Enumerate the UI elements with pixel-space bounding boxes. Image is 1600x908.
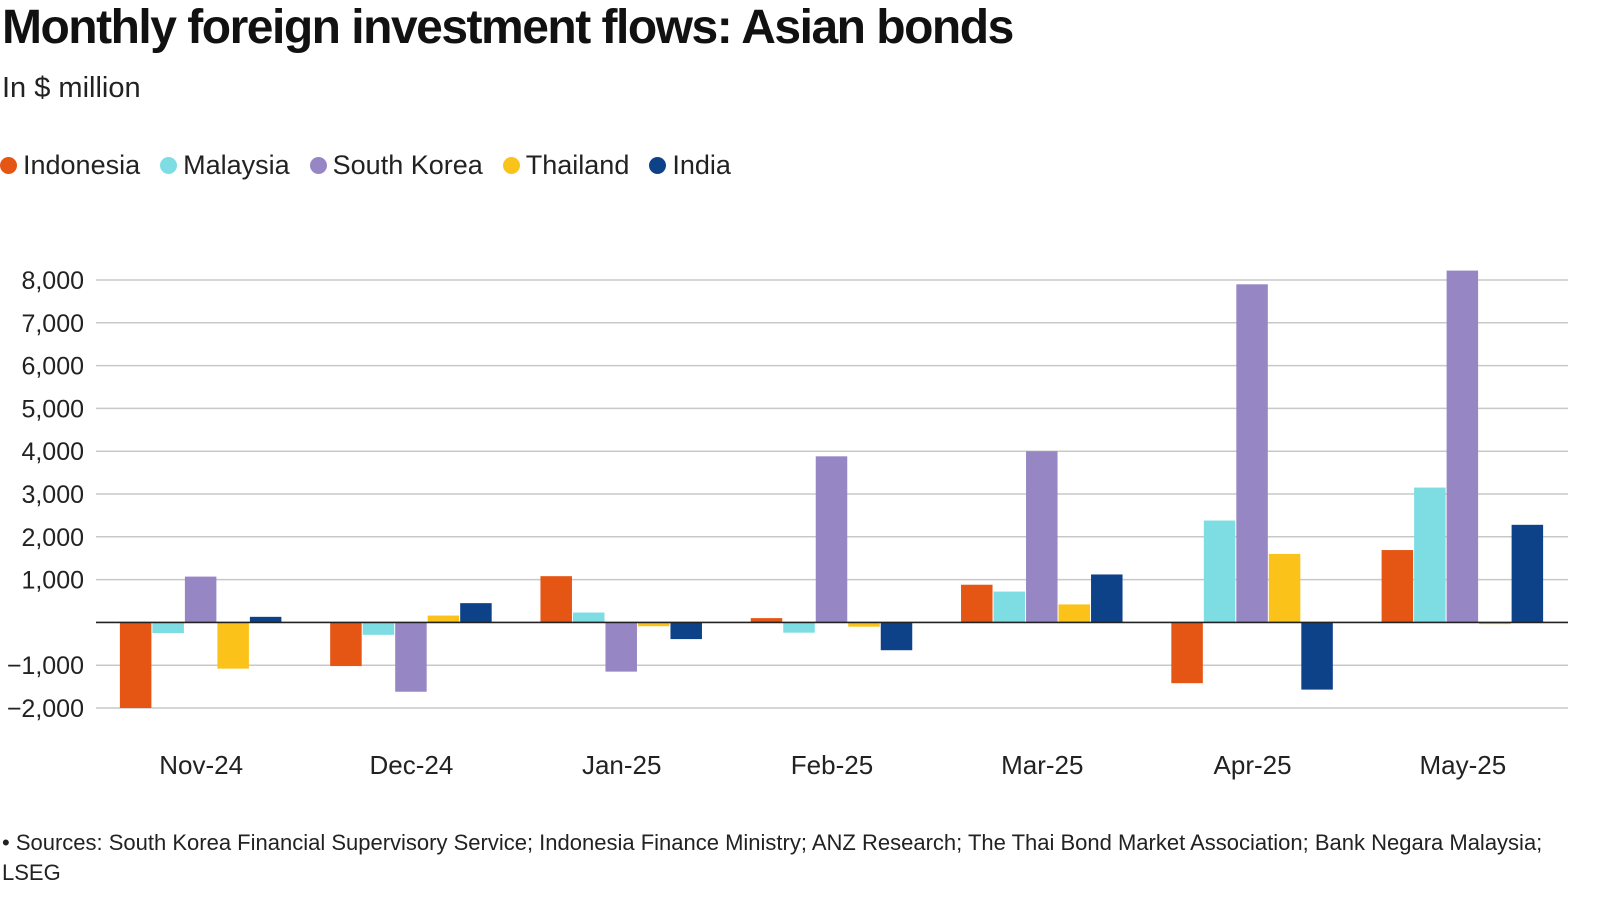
bar-malaysia-dec-24 <box>362 622 395 635</box>
bar-indonesia-feb-25 <box>750 618 783 623</box>
y-tick-label: 4,000 <box>21 438 84 466</box>
y-axis-labels: 8,000 7,000 6,000 5,000 4,000 3,000 2,000 1,000… <box>7 267 84 723</box>
legend-label: Thailand <box>525 150 630 180</box>
bar-thailand-dec-24 <box>427 615 460 623</box>
y-tick-label: 5,000 <box>21 395 84 423</box>
legend-item: Thailand <box>502 150 630 181</box>
bar-india-jan-25 <box>670 622 702 640</box>
bar-malaysia-apr-25 <box>1203 520 1236 623</box>
y-tick-label: 3,000 <box>21 481 84 509</box>
legend-label: Malaysia <box>183 150 290 180</box>
chart-legend: Indonesia Malaysia South Korea Thailand Indi… <box>0 150 751 181</box>
bar-thailand-feb-25 <box>848 622 880 627</box>
bar-indonesia-jan-25 <box>540 576 572 623</box>
legend-item: South Korea <box>309 150 483 181</box>
bar-indonesia-apr-25 <box>1171 622 1203 684</box>
bar-malaysia-jan-25 <box>572 612 605 623</box>
legend-swatch-icon <box>502 157 520 174</box>
bar-south-korea-feb-25 <box>815 456 848 623</box>
bar-india-feb-25 <box>880 622 913 651</box>
y-tick-label: 8,000 <box>21 267 84 295</box>
y-tick-label: 6,000 <box>21 353 84 381</box>
x-axis-labels: Nov-24 Dec-24 Jan-25 Feb-25 Mar-25 Apr-25 May-… <box>159 750 1506 780</box>
bar-south-korea-nov-24 <box>184 576 217 623</box>
bar-indonesia-dec-24 <box>330 622 362 667</box>
bar-south-korea-mar-25 <box>1026 451 1058 623</box>
x-tick-label: Mar-25 <box>1001 750 1083 780</box>
legend-label: Indonesia <box>23 150 141 180</box>
legend-label: India <box>672 150 731 180</box>
bar-south-korea-dec-24 <box>395 622 427 692</box>
legend-item: India <box>649 150 731 181</box>
bar-indonesia-may-25 <box>1381 550 1414 623</box>
bar-south-korea-apr-25 <box>1236 284 1268 623</box>
source-note: • Sources: South Korea Financial Supervi… <box>2 830 1543 885</box>
y-tick-label: −2,000 <box>7 695 84 723</box>
legend-item: Indonesia <box>0 150 140 181</box>
legend-item: Malaysia <box>160 150 290 181</box>
bar-indonesia-nov-24 <box>119 622 152 708</box>
bar-malaysia-may-25 <box>1414 487 1446 623</box>
legend-swatch-icon <box>0 157 17 174</box>
x-tick-label: Feb-25 <box>791 750 873 780</box>
x-tick-label: Nov-24 <box>159 750 243 780</box>
bar-south-korea-jan-25 <box>605 622 637 672</box>
x-tick-label: May-25 <box>1420 750 1507 780</box>
legend-swatch-icon <box>309 157 327 174</box>
grid-lines <box>96 279 1568 709</box>
y-tick-label: −1,000 <box>7 652 84 680</box>
legend-label: South Korea <box>332 150 483 180</box>
bar-chart: 8,000 7,000 6,000 5,000 4,000 3,000 2,000 1,000… <box>7 267 1568 780</box>
bar-south-korea-may-25 <box>1446 270 1479 623</box>
bar-malaysia-nov-24 <box>152 622 184 634</box>
y-tick-label: 7,000 <box>21 310 84 338</box>
bar-india-dec-24 <box>460 603 492 623</box>
bars <box>119 270 1544 708</box>
legend-swatch-icon <box>160 157 178 174</box>
x-tick-label: Jan-25 <box>582 750 662 780</box>
x-tick-label: Apr-25 <box>1214 750 1292 780</box>
bar-thailand-apr-25 <box>1268 553 1301 623</box>
x-tick-label: Dec-24 <box>370 750 454 780</box>
y-tick-label: 2,000 <box>21 524 84 552</box>
bar-india-may-25 <box>1511 524 1544 623</box>
chart-subtitle: In $ million <box>2 72 141 104</box>
bar-indonesia-mar-25 <box>961 584 993 623</box>
bar-malaysia-feb-25 <box>783 622 815 633</box>
bar-malaysia-mar-25 <box>993 591 1026 623</box>
legend-swatch-icon <box>649 157 667 174</box>
bar-india-apr-25 <box>1301 622 1333 690</box>
bar-thailand-nov-24 <box>217 622 249 669</box>
bar-india-mar-25 <box>1091 574 1123 623</box>
y-tick-label: 1,000 <box>21 567 84 595</box>
bar-thailand-mar-25 <box>1058 604 1091 623</box>
bar-thailand-may-25 <box>1479 622 1511 625</box>
bar-thailand-jan-25 <box>637 622 670 627</box>
bar-india-nov-24 <box>249 616 282 623</box>
chart-title: Monthly foreign investment flows: Asian … <box>2 1 1014 54</box>
